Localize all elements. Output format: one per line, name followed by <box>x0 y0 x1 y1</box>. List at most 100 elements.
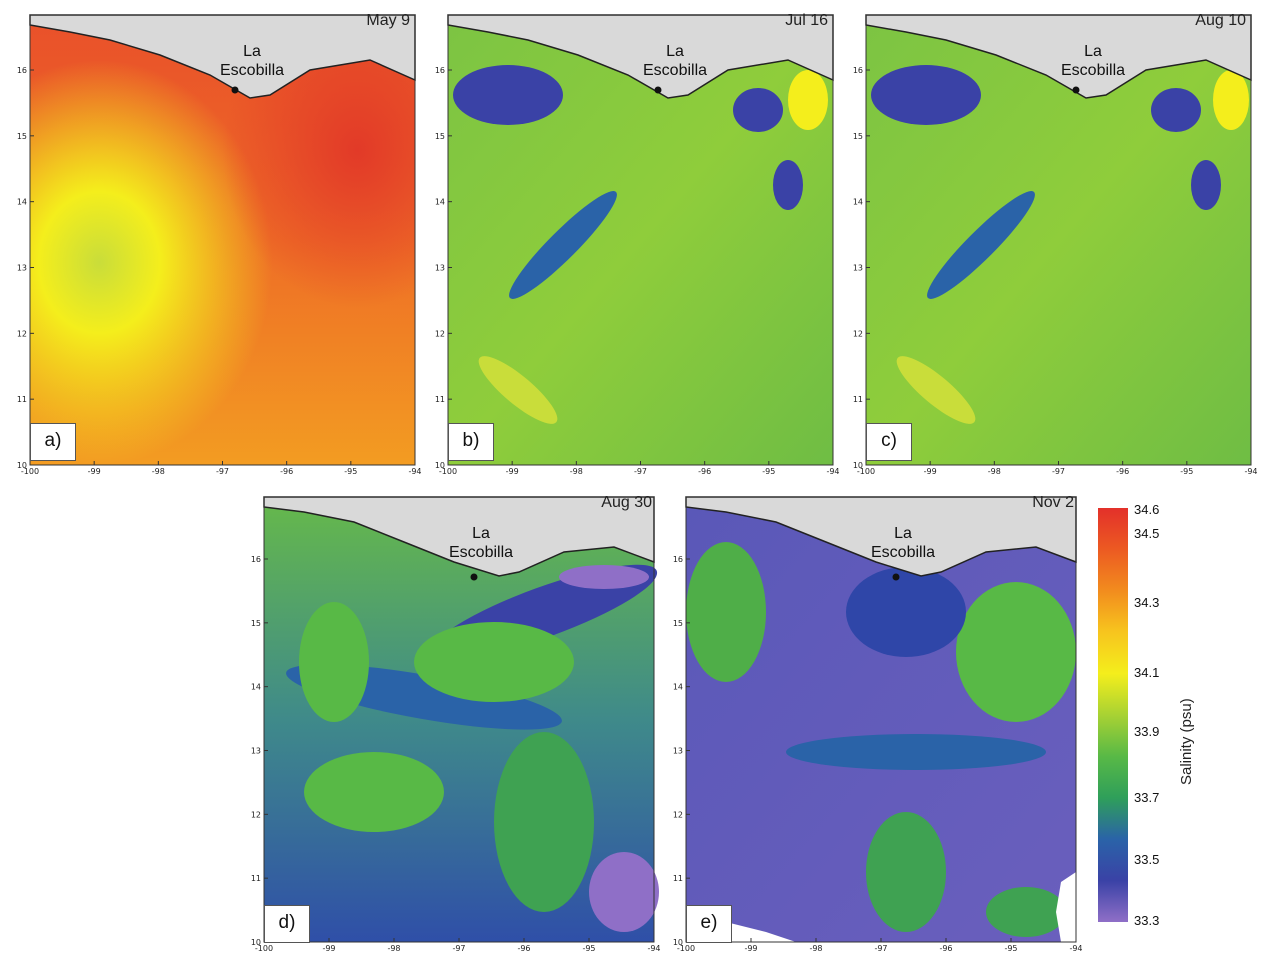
lat-tick-label: 12 <box>435 329 445 338</box>
location-line: Escobilla <box>643 62 708 79</box>
lat-tick-label: 10 <box>673 938 683 947</box>
lat-tick-label: 11 <box>251 874 261 883</box>
location-line: La <box>894 525 912 542</box>
location-line: La <box>243 43 261 60</box>
lon-tick-label: -97 <box>874 944 887 953</box>
salinity-map-b: -100 -99 -98 -97 -96 -95 -94 10 11 12 13 14 15 16 <box>435 14 840 476</box>
lat-tick-label: 15 <box>251 619 261 628</box>
panel-date: May 9 <box>366 12 410 29</box>
location-line: Escobilla <box>220 62 285 79</box>
lon-tick-label: -94 <box>647 944 660 953</box>
lat-tick-label: 14 <box>435 198 445 207</box>
lat-tick-label: 15 <box>673 619 683 628</box>
colorbar-tick: 34.1 <box>1134 665 1160 680</box>
lat-tick-label: 16 <box>435 66 445 75</box>
panel-date: Nov 2 <box>1032 494 1074 511</box>
location-label: La Escobilla <box>871 524 935 562</box>
lon-tick-label: -99 <box>744 944 757 953</box>
salinity-map-c: -100 -99 -98 -97 -96 -95 -94 10 11 12 13 14 15 16 <box>853 14 1258 476</box>
lon-tick-label: -95 <box>582 944 595 953</box>
location-label: La Escobilla <box>220 42 284 80</box>
lat-tick-label: 12 <box>251 810 261 819</box>
lon-tick-label: -100 <box>439 467 457 476</box>
lat-tick-label: 10 <box>251 938 261 947</box>
lon-tick-label: -98 <box>570 467 583 476</box>
location-label: La Escobilla <box>1061 42 1125 80</box>
lat-tick-label: 16 <box>673 555 683 564</box>
lon-tick-label: -97 <box>1052 467 1065 476</box>
lat-tick-label: 14 <box>251 683 261 692</box>
lon-tick-label: -95 <box>762 467 775 476</box>
location-line: La <box>472 525 490 542</box>
lon-tick-label: -100 <box>21 467 39 476</box>
lon-tick-label: -99 <box>322 944 335 953</box>
salinity-map-d: -100 -99 -98 -97 -96 -95 -94 10 11 12 13 14 15 16 <box>251 496 661 953</box>
lon-tick-label: -98 <box>387 944 400 953</box>
colorbar <box>1098 508 1128 922</box>
lat-tick-label: 12 <box>673 810 683 819</box>
lat-tick-label: 15 <box>17 132 27 141</box>
lon-tick-label: -100 <box>857 467 875 476</box>
la-escobilla-marker <box>470 573 478 581</box>
location-line: La <box>1084 43 1102 60</box>
panel-letter: a) <box>30 423 76 461</box>
lon-tick-label: -96 <box>517 944 530 953</box>
lat-tick-label: 11 <box>435 395 445 404</box>
lat-tick-label: 12 <box>17 329 27 338</box>
colorbar-tick: 33.3 <box>1134 913 1160 928</box>
lat-tick-label: 15 <box>853 132 863 141</box>
colorbar-title: Salinity (psu) <box>1178 698 1195 785</box>
lat-tick-label: 13 <box>853 264 863 273</box>
lat-tick-label: 12 <box>853 329 863 338</box>
panel-date: Aug 30 <box>601 494 652 511</box>
panel-d: -100 -99 -98 -97 -96 -95 -94 10 11 12 13 14 15 16 Au… <box>244 492 664 953</box>
lon-tick-label: -98 <box>809 944 822 953</box>
salinity-map-e: -100 -99 -98 -97 -96 -95 -94 10 11 12 13 14 15 16 <box>673 496 1083 953</box>
panel-date: Aug 10 <box>1195 12 1246 29</box>
lon-tick-label: -100 <box>677 944 695 953</box>
panel-b: -100 -99 -98 -97 -96 -95 -94 10 11 12 13 14 15 16 Ju… <box>428 10 840 476</box>
lat-tick-label: 13 <box>17 264 27 273</box>
lon-tick-label: -99 <box>88 467 101 476</box>
lon-tick-label: -100 <box>255 944 273 953</box>
lon-tick-label: -97 <box>216 467 229 476</box>
lon-tick-label: -95 <box>344 467 357 476</box>
lon-tick-label: -95 <box>1180 467 1193 476</box>
panel-date: Jul 16 <box>785 12 828 29</box>
location-label: La Escobilla <box>449 524 513 562</box>
lat-tick-label: 10 <box>17 461 27 470</box>
lat-tick-label: 15 <box>435 132 445 141</box>
la-escobilla-marker <box>892 573 900 581</box>
lon-tick-label: -99 <box>506 467 519 476</box>
lat-tick-label: 11 <box>853 395 863 404</box>
panel-c: -100 -99 -98 -97 -96 -95 -94 10 11 12 13 14 15 16 Au… <box>846 10 1258 476</box>
lon-tick-label: -99 <box>924 467 937 476</box>
lon-tick-label: -95 <box>1004 944 1017 953</box>
lat-tick-label: 13 <box>435 264 445 273</box>
location-line: La <box>666 43 684 60</box>
lon-tick-label: -98 <box>152 467 165 476</box>
lat-tick-label: 16 <box>251 555 261 564</box>
lon-tick-label: -96 <box>939 944 952 953</box>
lat-tick-label: 13 <box>251 747 261 756</box>
panel-letter: d) <box>264 905 310 943</box>
lon-tick-label: -97 <box>452 944 465 953</box>
colorbar-gradient <box>1098 508 1128 922</box>
lat-tick-label: 14 <box>853 198 863 207</box>
lat-tick-label: 10 <box>435 461 445 470</box>
panel-letter: c) <box>866 423 912 461</box>
salinity-map-a: -100 -99 -98 -97 -96 -95 -94 10 11 12 13 14 15 16 <box>17 14 422 476</box>
lat-tick-label: 11 <box>673 874 683 883</box>
lon-tick-label: -96 <box>698 467 711 476</box>
la-escobilla-marker <box>654 86 662 94</box>
lat-tick-label: 10 <box>853 461 863 470</box>
location-line: Escobilla <box>871 544 936 561</box>
la-escobilla-marker <box>231 86 239 94</box>
lat-tick-label: 14 <box>673 683 683 692</box>
location-label: La Escobilla <box>643 42 707 80</box>
la-escobilla-marker <box>1072 86 1080 94</box>
panel-e: -100 -99 -98 -97 -96 -95 -94 10 11 12 13 14 15 16 No… <box>666 492 1086 953</box>
lat-tick-label: 14 <box>17 198 27 207</box>
colorbar-tick: 33.7 <box>1134 790 1160 805</box>
lon-tick-label: -97 <box>634 467 647 476</box>
